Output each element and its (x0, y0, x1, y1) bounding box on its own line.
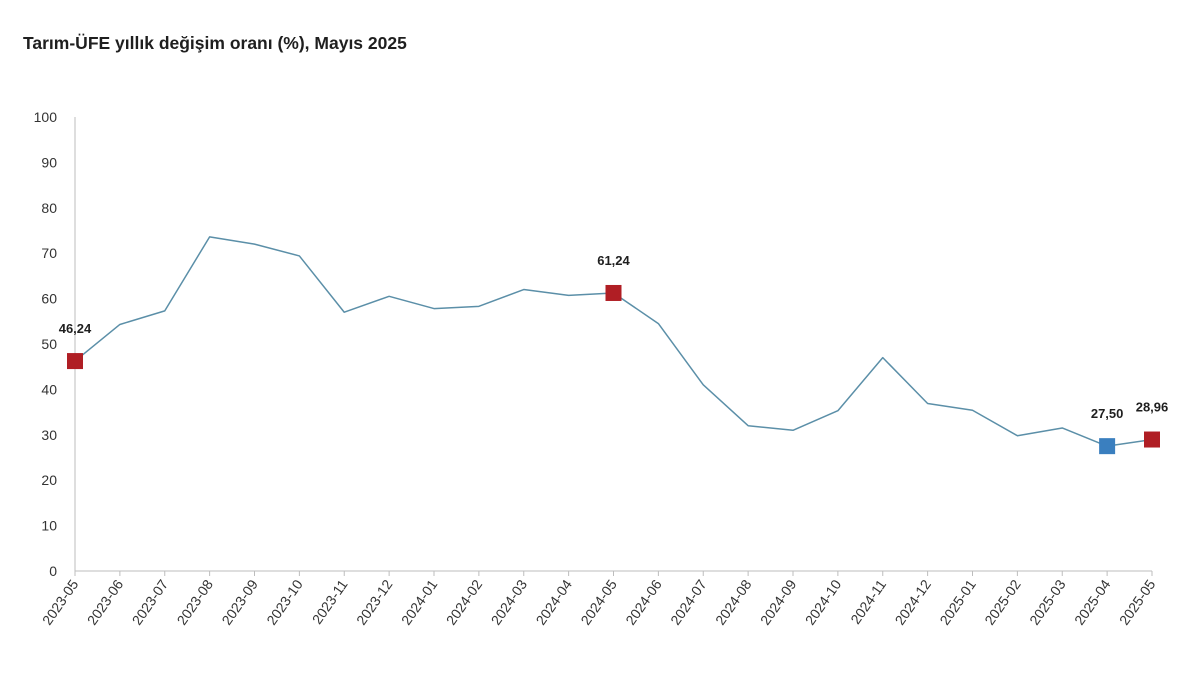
x-tick-label: 2024-06 (622, 576, 665, 627)
data-point-marker (1144, 431, 1160, 448)
x-tick-label: 2023-05 (39, 576, 82, 627)
y-tick-label: 80 (41, 200, 57, 216)
x-tick-label: 2024-10 (802, 576, 845, 627)
x-tick-label: 2024-02 (443, 576, 486, 627)
y-tick-label: 50 (41, 336, 57, 352)
series-group (74, 236, 1153, 447)
data-point-marker (67, 353, 83, 370)
x-tick-label: 2024-12 (891, 576, 934, 627)
data-label: 46,24 (59, 321, 92, 336)
x-tick-label: 2024-04 (532, 576, 575, 627)
x-tick-label: 2024-03 (488, 576, 531, 627)
x-tick-label: 2025-02 (981, 576, 1024, 627)
x-tick-label: 2024-01 (398, 576, 441, 627)
highlight-markers: 46,24 61,24 27,50 28,96 (59, 253, 1169, 455)
x-tick-label: 2024-11 (847, 576, 889, 627)
y-tick-label: 90 (41, 154, 57, 170)
data-label: 28,96 (1136, 400, 1169, 415)
y-tick-label: 100 (34, 109, 58, 125)
data-point-marker (605, 284, 622, 301)
x-tick-label: 2024-05 (577, 576, 620, 627)
chart-title: Tarım-ÜFE yıllık değişim oranı (%), Mayı… (23, 33, 407, 53)
y-tick-label: 20 (41, 472, 57, 488)
y-tick-label: 60 (41, 291, 57, 307)
x-tick-label: 2023-11 (309, 576, 351, 627)
x-tick-label: 2024-07 (667, 576, 710, 627)
data-point-marker (1099, 438, 1116, 455)
x-tick-label: 2023-07 (129, 576, 172, 627)
y-tick-label: 30 (41, 427, 57, 443)
y-tick-label: 40 (41, 381, 57, 397)
x-axis-ticks: 2023-05 2023-06 2023-07 2023-08 2023-09 2023-… (39, 571, 1159, 628)
x-tick-label: 2023-08 (173, 576, 216, 627)
x-tick-label: 2024-09 (757, 576, 800, 627)
x-tick-label: 2024-08 (712, 576, 755, 627)
x-tick-label: 2023-12 (353, 576, 396, 627)
y-tick-label: 70 (41, 245, 57, 261)
x-tick-label: 2025-04 (1071, 576, 1114, 627)
series-line (74, 236, 1153, 447)
x-tick-label: 2025-01 (936, 576, 979, 627)
y-tick-label: 10 (41, 518, 57, 534)
data-label: 27,50 (1091, 406, 1124, 421)
x-tick-label: 2023-06 (84, 576, 127, 627)
x-tick-label: 2023-10 (263, 576, 306, 627)
x-tick-label: 2025-03 (1026, 576, 1069, 627)
x-tick-label: 2025-05 (1116, 576, 1159, 627)
data-label: 61,24 (597, 253, 630, 268)
y-axis-ticks: 0 10 20 30 40 50 60 70 80 90 100 (34, 109, 58, 579)
x-tick-label: 2023-09 (218, 576, 261, 627)
y-tick-label: 0 (49, 563, 57, 579)
